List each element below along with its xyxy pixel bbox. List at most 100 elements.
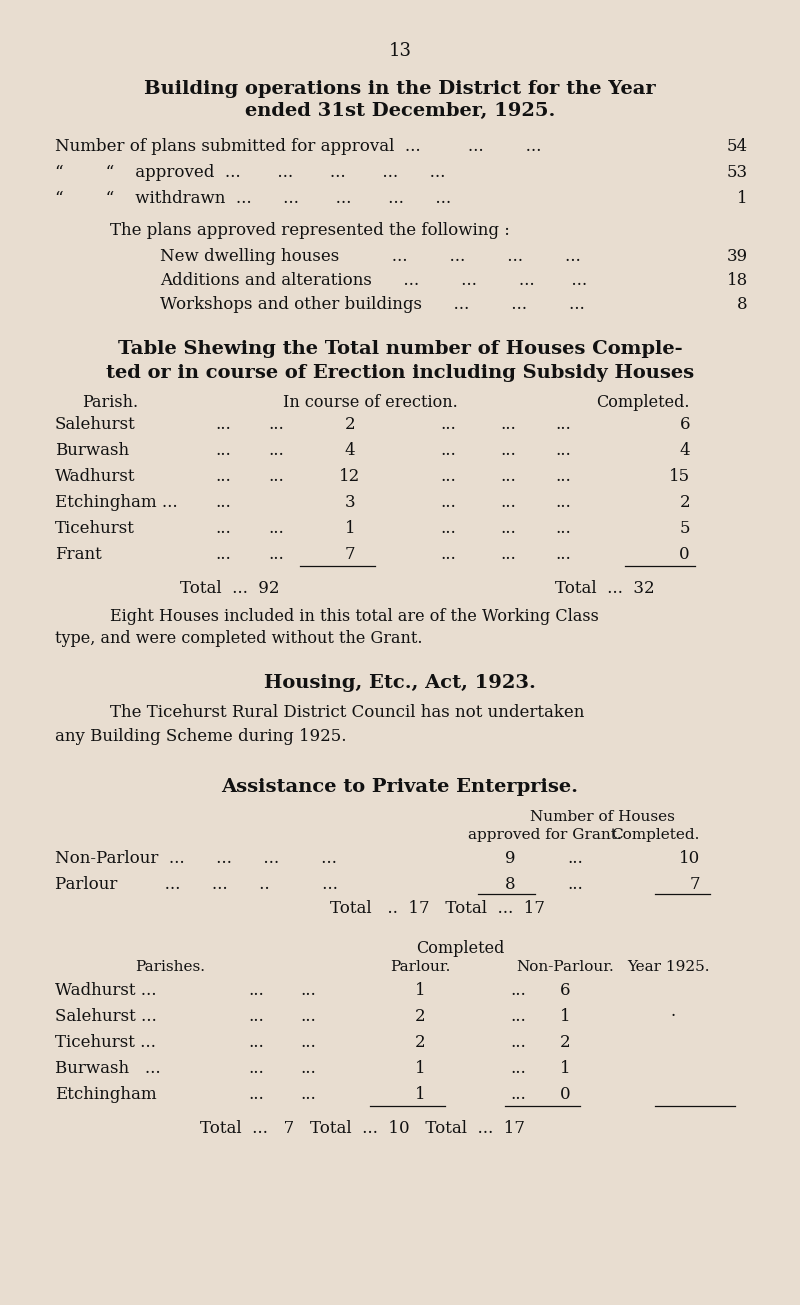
Text: 4: 4 — [679, 442, 690, 459]
Text: 0: 0 — [679, 545, 690, 562]
Text: ...: ... — [268, 468, 284, 485]
Text: 13: 13 — [389, 42, 411, 60]
Text: 8: 8 — [505, 876, 515, 893]
Text: Parlour         ...      ...      ..          ...: Parlour ... ... .. ... — [55, 876, 338, 893]
Text: 54: 54 — [727, 138, 748, 155]
Text: ...: ... — [555, 545, 570, 562]
Text: Workshops and other buildings      ...        ...        ...: Workshops and other buildings ... ... ..… — [160, 296, 585, 313]
Text: approved for Grant.: approved for Grant. — [468, 827, 622, 842]
Text: ...: ... — [215, 442, 230, 459]
Text: ...: ... — [248, 1007, 264, 1024]
Text: ...: ... — [500, 519, 516, 536]
Text: 1: 1 — [560, 1060, 570, 1077]
Text: Total  ...  92: Total ... 92 — [180, 579, 279, 596]
Text: ...: ... — [440, 416, 456, 433]
Text: Wadhurst: Wadhurst — [55, 468, 135, 485]
Text: any Building Scheme during 1925.: any Building Scheme during 1925. — [55, 728, 346, 745]
Text: type, and were completed without the Grant.: type, and were completed without the Gra… — [55, 630, 422, 647]
Text: ...: ... — [248, 1060, 264, 1077]
Text: ...: ... — [510, 1060, 526, 1077]
Text: 2: 2 — [560, 1034, 570, 1051]
Text: ...: ... — [510, 1007, 526, 1024]
Text: 1: 1 — [414, 1086, 426, 1103]
Text: Burwash: Burwash — [55, 442, 129, 459]
Text: Salehurst: Salehurst — [55, 416, 136, 433]
Text: ...: ... — [500, 416, 516, 433]
Text: Burwash   ...: Burwash ... — [55, 1060, 161, 1077]
Text: Wadhurst ...: Wadhurst ... — [55, 981, 157, 1000]
Text: In course of erection.: In course of erection. — [282, 394, 458, 411]
Text: Total   ..  17   Total  ...  17: Total .. 17 Total ... 17 — [330, 900, 545, 917]
Text: 53: 53 — [727, 164, 748, 181]
Text: ...: ... — [248, 1086, 264, 1103]
Text: 4: 4 — [345, 442, 355, 459]
Text: ...: ... — [215, 495, 230, 512]
Text: Total  ...   7   Total  ...  10   Total  ...  17: Total ... 7 Total ... 10 Total ... 17 — [200, 1120, 525, 1137]
Text: 3: 3 — [345, 495, 355, 512]
Text: ...: ... — [215, 519, 230, 536]
Text: 18: 18 — [726, 271, 748, 288]
Text: ...: ... — [440, 545, 456, 562]
Text: ...: ... — [510, 981, 526, 1000]
Text: ...: ... — [440, 442, 456, 459]
Text: ...: ... — [500, 442, 516, 459]
Text: 15: 15 — [669, 468, 690, 485]
Text: ended 31st December, 1925.: ended 31st December, 1925. — [245, 102, 555, 120]
Text: “        “    approved  ...       ...       ...       ...      ...: “ “ approved ... ... ... ... ... — [55, 164, 446, 181]
Text: ...: ... — [268, 442, 284, 459]
Text: 2: 2 — [414, 1007, 426, 1024]
Text: 1: 1 — [738, 191, 748, 207]
Text: 2: 2 — [345, 416, 355, 433]
Text: 1: 1 — [560, 1007, 570, 1024]
Text: ...: ... — [268, 545, 284, 562]
Text: Eight Houses included in this total are of the Working Class: Eight Houses included in this total are … — [110, 608, 599, 625]
Text: Building operations in the District for the Year: Building operations in the District for … — [144, 80, 656, 98]
Text: ...: ... — [510, 1086, 526, 1103]
Text: Number of plans submitted for approval  ...         ...        ...: Number of plans submitted for approval .… — [55, 138, 542, 155]
Text: “        “    withdrawn  ...      ...       ...       ...      ...: “ “ withdrawn ... ... ... ... ... — [55, 191, 451, 207]
Text: ted or in course of Erection including Subsidy Houses: ted or in course of Erection including S… — [106, 364, 694, 382]
Text: Parlour.: Parlour. — [390, 960, 450, 974]
Text: Ticehurst: Ticehurst — [55, 519, 135, 536]
Text: Additions and alterations      ...        ...        ...       ...: Additions and alterations ... ... ... ..… — [160, 271, 587, 288]
Text: 6: 6 — [679, 416, 690, 433]
Text: 1: 1 — [345, 519, 355, 536]
Text: ...: ... — [268, 416, 284, 433]
Text: 7: 7 — [690, 876, 700, 893]
Text: 9: 9 — [505, 850, 515, 867]
Text: 2: 2 — [679, 495, 690, 512]
Text: Number of Houses: Number of Houses — [530, 810, 675, 823]
Text: Housing, Etc., Act, 1923.: Housing, Etc., Act, 1923. — [264, 673, 536, 692]
Text: ...: ... — [500, 468, 516, 485]
Text: 12: 12 — [339, 468, 361, 485]
Text: 10: 10 — [678, 850, 700, 867]
Text: Etchingham ...: Etchingham ... — [55, 495, 178, 512]
Text: ...: ... — [567, 850, 582, 867]
Text: Non-Parlour.: Non-Parlour. — [516, 960, 614, 974]
Text: 7: 7 — [345, 545, 355, 562]
Text: Etchingham: Etchingham — [55, 1086, 157, 1103]
Text: ...: ... — [440, 495, 456, 512]
Text: ...: ... — [300, 1060, 316, 1077]
Text: ...: ... — [215, 416, 230, 433]
Text: ...: ... — [300, 1086, 316, 1103]
Text: Completed: Completed — [416, 940, 504, 957]
Text: ...: ... — [248, 1034, 264, 1051]
Text: 8: 8 — [738, 296, 748, 313]
Text: ...: ... — [268, 519, 284, 536]
Text: Assistance to Private Enterprise.: Assistance to Private Enterprise. — [222, 778, 578, 796]
Text: ...: ... — [555, 442, 570, 459]
Text: 0: 0 — [560, 1086, 570, 1103]
Text: ...: ... — [555, 468, 570, 485]
Text: ...: ... — [555, 519, 570, 536]
Text: ...: ... — [215, 545, 230, 562]
Text: 1: 1 — [414, 1060, 426, 1077]
Text: Completed.: Completed. — [612, 827, 700, 842]
Text: 5: 5 — [679, 519, 690, 536]
Text: 6: 6 — [560, 981, 570, 1000]
Text: Year 1925.: Year 1925. — [627, 960, 710, 974]
Text: Salehurst ...: Salehurst ... — [55, 1007, 157, 1024]
Text: ...: ... — [500, 545, 516, 562]
Text: Parishes.: Parishes. — [135, 960, 205, 974]
Text: ...: ... — [440, 468, 456, 485]
